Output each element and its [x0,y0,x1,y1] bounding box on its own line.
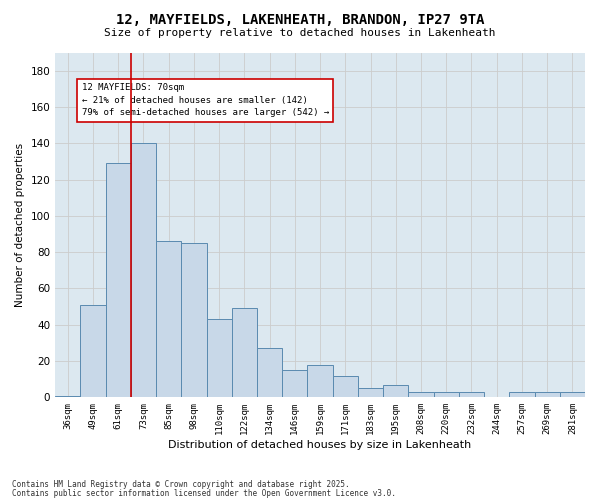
Bar [156,242,181,398]
X-axis label: Distribution of detached houses by size in Lakenheath: Distribution of detached houses by size … [169,440,472,450]
Bar [206,320,232,398]
Bar [383,384,409,398]
Text: Size of property relative to detached houses in Lakenheath: Size of property relative to detached ho… [104,28,496,38]
Bar [181,243,206,398]
Bar [282,370,307,398]
Text: Contains HM Land Registry data © Crown copyright and database right 2025.: Contains HM Land Registry data © Crown c… [12,480,350,489]
Bar [80,305,106,398]
Bar [55,396,80,398]
Bar [332,376,358,398]
Bar [257,348,282,398]
Bar [560,392,585,398]
Bar [434,392,459,398]
Bar [131,143,156,398]
Bar [459,392,484,398]
Bar [232,308,257,398]
Bar [409,392,434,398]
Text: 12 MAYFIELDS: 70sqm
← 21% of detached houses are smaller (142)
79% of semi-detac: 12 MAYFIELDS: 70sqm ← 21% of detached ho… [82,84,329,117]
Bar [358,388,383,398]
Bar [307,364,332,398]
Bar [535,392,560,398]
Bar [509,392,535,398]
Text: Contains public sector information licensed under the Open Government Licence v3: Contains public sector information licen… [12,488,396,498]
Text: 12, MAYFIELDS, LAKENHEATH, BRANDON, IP27 9TA: 12, MAYFIELDS, LAKENHEATH, BRANDON, IP27… [116,12,484,26]
Y-axis label: Number of detached properties: Number of detached properties [15,143,25,307]
Bar [106,163,131,398]
